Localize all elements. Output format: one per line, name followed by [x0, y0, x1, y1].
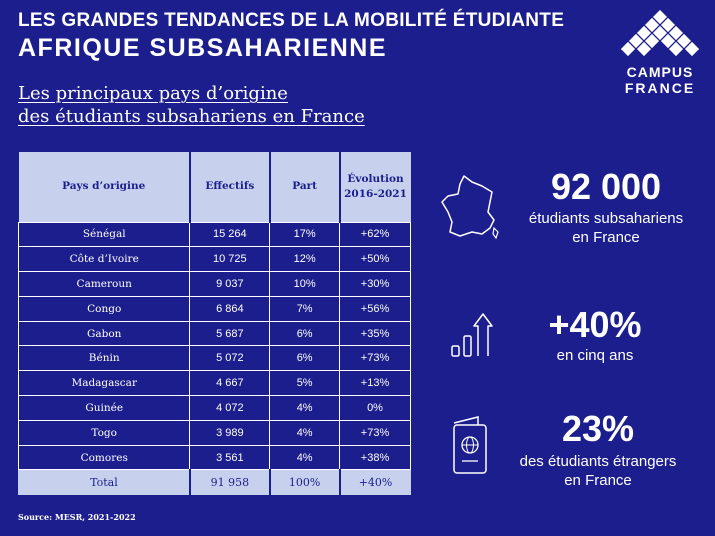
stat-students-text: étudiants subsahariens en France [510, 209, 702, 247]
cell-country: Congo [17, 295, 191, 322]
table-row: Bénin 5 072 6% +73% [17, 345, 411, 372]
cell-share: 12% [269, 246, 341, 273]
cell-share: 10% [269, 271, 341, 297]
total-label: Total [17, 469, 191, 496]
growth-chart-icon [451, 313, 493, 357]
total-evolution: +40% [339, 469, 411, 496]
cell-share: 4% [269, 444, 341, 471]
cell-country: Côte d’Ivoire [17, 246, 191, 273]
stat-share-line2: en France [564, 472, 632, 489]
cell-count: 4 072 [189, 395, 271, 421]
table-row: Cameroun 9 037 10% +30% [17, 271, 411, 297]
cell-country: Guinée [17, 395, 191, 421]
cell-count: 6 864 [189, 295, 271, 322]
header-country: Pays d’origine [18, 152, 191, 222]
table-total-row: Total 91 958 100% +40% [17, 469, 411, 496]
cell-country: Cameroun [17, 271, 191, 297]
source-note: Source: MESR, 2021-2022 [18, 512, 136, 522]
cell-evolution: +30% [339, 271, 411, 297]
cell-count: 4 667 [189, 370, 271, 397]
cell-count: 10 725 [189, 246, 271, 273]
cell-share: 6% [269, 320, 341, 347]
cell-count: 5 687 [189, 320, 271, 347]
table-row: Gabon 5 687 6% +35% [17, 320, 411, 347]
table-row: Guinée 4 072 4% 0% [17, 395, 411, 421]
stat-students-line1: étudiants subsahariens [528, 210, 684, 227]
total-count: 91 958 [189, 469, 271, 496]
subtitle-line1: Les principaux pays d’origine [18, 83, 288, 104]
cell-share: 4% [269, 419, 341, 446]
table-header-row: Pays d’origine Effectifs Part Évolution … [18, 152, 411, 222]
page-subtitle: Les principaux pays d’origine des étudia… [18, 82, 365, 128]
logo-diamond-icon [621, 10, 699, 57]
cell-country: Togo [17, 419, 191, 446]
cell-evolution: +73% [339, 419, 411, 446]
cell-country: Comores [17, 444, 191, 471]
cell-country: Bénin [17, 345, 191, 372]
cell-count: 3 561 [189, 444, 271, 471]
logo-text-france: FRANCE [624, 80, 696, 96]
header-evolution-period: 2016-2021 [344, 187, 407, 200]
header-evolution: Évolution 2016-2021 [339, 152, 411, 222]
cell-evolution: +56% [339, 295, 411, 322]
total-share: 100% [269, 469, 341, 496]
stat-share-number: 23% [561, 408, 635, 449]
subtitle-line2: des étudiants subsahariens en France [18, 106, 365, 127]
stat-share-text: des étudiants étrangers en France [496, 452, 700, 490]
campus-france-logo: CAMPUS FRANCE [617, 10, 703, 98]
logo-text-campus: CAMPUS [626, 64, 694, 80]
cell-evolution: +62% [339, 221, 411, 248]
stat-students-number: 92 000 [550, 166, 662, 207]
header-evolution-label: Évolution [347, 172, 404, 185]
stat-students-line2: en France [572, 229, 640, 246]
cell-count: 9 037 [189, 271, 271, 297]
table-row: Côte d’Ivoire 10 725 12% +50% [17, 246, 411, 273]
cell-count: 5 072 [189, 345, 271, 372]
cell-evolution: +13% [339, 370, 411, 397]
table-row: Togo 3 989 4% +73% [17, 419, 411, 446]
cell-share: 4% [269, 395, 341, 421]
cell-evolution: 0% [339, 395, 411, 421]
cell-country: Gabon [17, 320, 191, 347]
cell-country: Madagascar [17, 370, 191, 397]
header-title: LES GRANDES TENDANCES DE LA MOBILITÉ ÉTU… [18, 10, 565, 31]
stat-growth-text: en cinq ans [556, 347, 634, 364]
cell-share: 5% [269, 370, 341, 397]
header-region: AFRIQUE SUBSAHARIENNE [18, 34, 388, 62]
cell-count: 15 264 [189, 221, 271, 248]
table-row: Sénégal 15 264 17% +62% [17, 221, 411, 248]
cell-evolution: +50% [339, 246, 411, 273]
table-row: Congo 6 864 7% +56% [17, 295, 411, 322]
header-count: Effectifs [189, 152, 271, 222]
cell-evolution: +73% [339, 345, 411, 372]
header-share: Part [269, 152, 341, 222]
stat-growth-number: +40% [548, 304, 642, 345]
cell-share: 17% [269, 221, 341, 248]
table-row: Comores 3 561 4% +38% [17, 444, 411, 471]
france-map-icon [441, 175, 499, 240]
cell-share: 7% [269, 295, 341, 322]
cell-country: Sénégal [17, 221, 191, 248]
cell-evolution: +38% [339, 444, 411, 471]
cell-evolution: +35% [339, 320, 411, 347]
stat-share-line1: des étudiants étrangers [519, 453, 677, 470]
origin-countries-table: Pays d’origine Effectifs Part Évolution … [17, 152, 411, 496]
table-row: Madagascar 4 667 5% +13% [17, 370, 411, 397]
passport-icon [453, 416, 487, 474]
cell-share: 6% [269, 345, 341, 372]
cell-count: 3 989 [189, 419, 271, 446]
